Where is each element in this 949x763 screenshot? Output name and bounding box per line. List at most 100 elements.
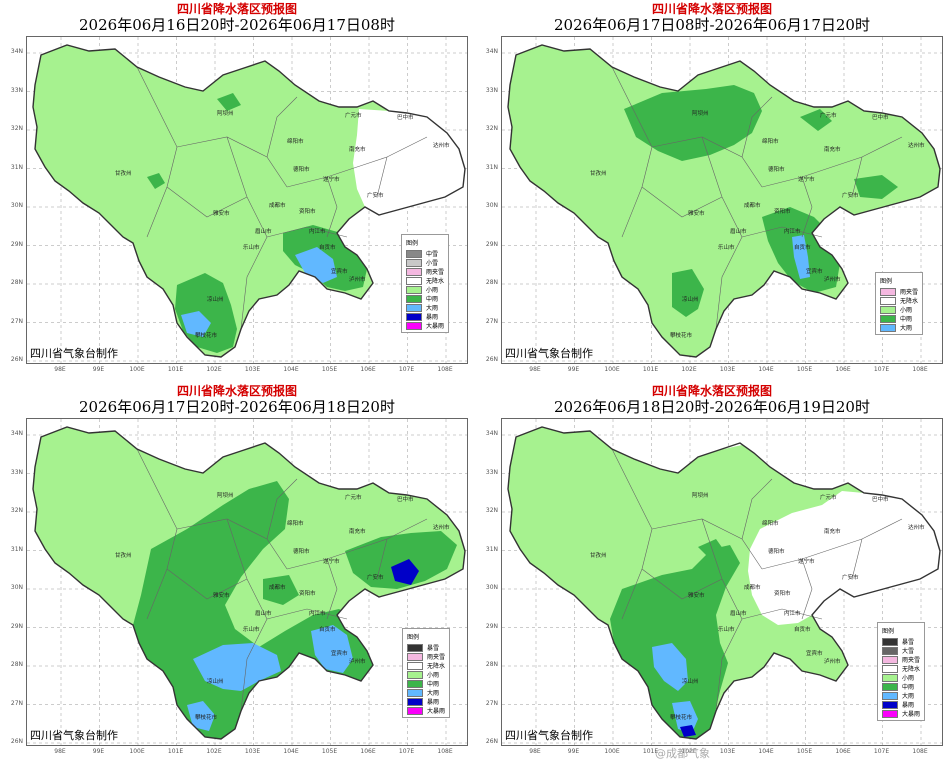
city-label: 眉山市 bbox=[255, 227, 272, 235]
city-label: 德阳市 bbox=[768, 547, 785, 555]
lon-tick-label: 106E bbox=[360, 748, 376, 755]
legend-label: 小雨 bbox=[900, 307, 913, 314]
credit-text: 四川省气象台制作 bbox=[30, 729, 118, 742]
city-boundary bbox=[286, 518, 428, 570]
credit-text: 四川省气象台制作 bbox=[505, 729, 593, 742]
city-label: 内江市 bbox=[309, 609, 326, 617]
city-label: 雅安市 bbox=[688, 209, 705, 217]
city-label: 南充市 bbox=[824, 527, 841, 535]
lon-tick-label: 101E bbox=[642, 366, 659, 373]
city-label: 成都市 bbox=[269, 201, 286, 209]
legend-swatch bbox=[406, 312, 422, 321]
city-boundary bbox=[641, 186, 723, 218]
legend-label: 暴雨 bbox=[902, 702, 915, 709]
city-label: 泸州市 bbox=[349, 275, 366, 283]
lat-tick-label: 32N bbox=[10, 507, 23, 514]
legend-swatch bbox=[882, 682, 898, 691]
lon-tick-label: 103E bbox=[719, 366, 736, 373]
panel-title: 四川省降水落区预报图 bbox=[176, 2, 297, 16]
panel-title: 四川省降水落区预报图 bbox=[651, 2, 772, 16]
city-label: 眉山市 bbox=[730, 227, 747, 235]
lat-tick-label: 34N bbox=[485, 430, 498, 437]
lon-tick-label: 102E bbox=[206, 748, 222, 755]
city-label: 德阳市 bbox=[768, 165, 785, 173]
city-label: 成都市 bbox=[269, 583, 286, 591]
legend-item: 雨夹雪 bbox=[880, 287, 918, 296]
lat-tick-label: 31N bbox=[485, 545, 498, 553]
lon-tick-label: 108E bbox=[912, 366, 928, 373]
map-legend: 图例 中雪 小雪 雨夹雪 无降水 小雨 中雨 大雨 暴雨 大暴雨 bbox=[401, 234, 450, 333]
legend-item: 雨夹雪 bbox=[406, 267, 444, 276]
precip-zone bbox=[748, 491, 940, 625]
lon-tick-label: 104E bbox=[758, 366, 774, 373]
legend-item: 无降水 bbox=[880, 296, 918, 305]
city-label: 泸州市 bbox=[824, 657, 841, 665]
panel-period: 2026年06月18日20时-2026年06月19日20时 bbox=[554, 398, 870, 416]
city-label: 凉山州 bbox=[207, 295, 224, 303]
city-label: 凉山州 bbox=[207, 677, 224, 685]
city-label: 巴中市 bbox=[872, 113, 889, 121]
city-label: 攀枝花市 bbox=[195, 331, 218, 339]
lat-tick-label: 33N bbox=[485, 468, 498, 476]
legend-label: 大暴雨 bbox=[426, 323, 445, 330]
lon-tick-label: 106E bbox=[835, 366, 851, 373]
city-label: 广元市 bbox=[345, 493, 362, 501]
city-label: 阿坝州 bbox=[692, 109, 709, 117]
map-frame: 阿坝州 绵阳市 广元市 巴中市 达州市 南充市 德阳市 成都市 遂宁市 广安市 甘孜州 资阳市 眉山市 内… bbox=[501, 418, 943, 746]
lon-tick-label: 105E bbox=[321, 748, 338, 755]
city-label: 攀枝花市 bbox=[670, 331, 693, 339]
precip-zone bbox=[800, 109, 832, 131]
city-label: 广安市 bbox=[367, 573, 384, 581]
city-label: 遂宁市 bbox=[798, 557, 815, 565]
lon-tick-label: 98E bbox=[529, 748, 541, 755]
lat-tick-label: 34N bbox=[10, 48, 23, 55]
panel-period: 2026年06月17日20时-2026年06月18日20时 bbox=[79, 398, 395, 416]
legend-item: 小雨 bbox=[882, 673, 920, 682]
city-label: 达州市 bbox=[908, 523, 925, 531]
legend-swatch bbox=[882, 664, 898, 673]
credit-text: 四川省气象台制作 bbox=[505, 347, 593, 360]
legend-label: 暴雪 bbox=[427, 645, 440, 652]
city-label: 绵阳市 bbox=[287, 137, 304, 145]
legend-item: 中雨 bbox=[407, 679, 445, 688]
city-label: 甘孜州 bbox=[590, 169, 607, 177]
lat-tick-label: 27N bbox=[485, 317, 498, 325]
lon-tick-label: 102E bbox=[681, 366, 697, 373]
map-legend: 图例 暴雪 雨夹雪 无降水 小雨 中雨 大雨 暴雨 大暴雨 bbox=[402, 628, 451, 718]
legend-label: 大暴雨 bbox=[427, 708, 446, 715]
legend-swatch bbox=[407, 679, 423, 688]
city-boundary bbox=[166, 186, 248, 218]
lon-tick-label: 108E bbox=[437, 366, 453, 373]
legend-swatch bbox=[882, 637, 898, 646]
city-label: 阿坝州 bbox=[217, 109, 234, 117]
city-label: 自贡市 bbox=[319, 243, 336, 251]
lat-tick-label: 30N bbox=[10, 202, 23, 209]
city-label: 遂宁市 bbox=[798, 175, 815, 183]
lon-tick-label: 100E bbox=[604, 366, 620, 373]
city-label: 凉山州 bbox=[682, 677, 699, 685]
legend-item: 小雪 bbox=[406, 258, 444, 267]
precip-zone bbox=[672, 269, 704, 317]
legend-label: 大暴雨 bbox=[902, 711, 921, 718]
city-label: 广安市 bbox=[367, 191, 384, 199]
lon-tick-label: 103E bbox=[244, 366, 261, 373]
lon-tick-label: 100E bbox=[129, 748, 145, 755]
city-boundary bbox=[326, 558, 338, 620]
city-label: 雅安市 bbox=[688, 591, 705, 599]
city-label: 绵阳市 bbox=[762, 137, 779, 145]
city-label: 乐山市 bbox=[243, 243, 260, 251]
legend-item: 中雪 bbox=[406, 249, 444, 258]
city-boundary bbox=[851, 156, 863, 198]
lon-tick-label: 100E bbox=[604, 748, 620, 755]
city-label: 遂宁市 bbox=[323, 175, 340, 183]
legend-swatch bbox=[880, 296, 896, 305]
city-boundary bbox=[286, 136, 428, 188]
legend-item: 暴雪 bbox=[882, 637, 920, 646]
lat-tick-label: 26N bbox=[10, 738, 23, 745]
legend-title: 图例 bbox=[406, 240, 419, 247]
lon-tick-label: 104E bbox=[758, 748, 774, 755]
precip-zone bbox=[193, 643, 281, 691]
legend-item: 雨夹雪 bbox=[882, 655, 920, 664]
city-label: 雅安市 bbox=[213, 209, 230, 217]
